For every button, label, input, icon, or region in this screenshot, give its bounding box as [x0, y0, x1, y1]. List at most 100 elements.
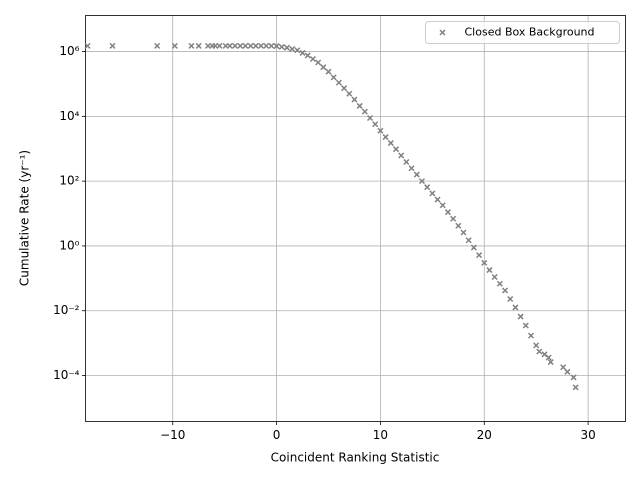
marker-stroke	[154, 42, 161, 49]
marker-stroke	[304, 52, 311, 59]
scatter-point	[470, 244, 477, 251]
y-tick-label: 10⁶	[59, 44, 79, 58]
marker-stroke	[188, 42, 195, 49]
scatter-point	[560, 364, 567, 371]
marker-stroke	[418, 178, 425, 185]
marker-stroke	[491, 273, 498, 281]
marker-stroke	[315, 59, 322, 66]
scatter-point	[536, 348, 543, 355]
marker-stroke	[570, 374, 577, 381]
scatter-point	[171, 42, 178, 49]
marker-stroke	[367, 114, 374, 122]
scatter-point	[299, 49, 306, 56]
marker-stroke	[346, 90, 353, 97]
marker-stroke	[335, 79, 342, 86]
marker-stroke	[299, 49, 306, 56]
scatter-point	[398, 152, 405, 159]
marker-stroke	[226, 42, 233, 49]
scatter-point	[109, 42, 116, 49]
scatter-point	[273, 43, 280, 50]
marker-stroke	[341, 85, 348, 92]
scatter-point	[237, 42, 244, 49]
scatter-point	[564, 368, 571, 375]
marker-stroke	[289, 45, 296, 53]
scatter-point	[154, 42, 161, 49]
scatter-point	[361, 108, 368, 115]
marker-stroke	[517, 313, 524, 320]
marker-stroke	[237, 42, 244, 49]
marker-stroke	[242, 42, 249, 49]
scatter-point	[315, 59, 322, 66]
scatter-point	[263, 42, 270, 49]
marker-stroke	[507, 295, 514, 303]
marker-stroke	[547, 359, 554, 366]
scatter-point	[434, 196, 441, 203]
scatter-point	[507, 295, 514, 303]
scatter-point	[408, 165, 415, 172]
scatter-point	[491, 273, 498, 281]
marker-stroke	[84, 42, 91, 49]
scatter-point	[309, 55, 316, 63]
marker-stroke	[424, 184, 431, 191]
marker-stroke	[109, 42, 116, 49]
marker-stroke	[398, 152, 405, 159]
scatter-point	[392, 146, 400, 153]
legend-box	[425, 21, 620, 44]
scatter-point	[216, 42, 223, 49]
marker-stroke	[465, 237, 472, 244]
marker-stroke	[429, 190, 436, 197]
scatter-point	[247, 42, 254, 49]
y-tick-label: 10²	[59, 174, 79, 188]
scatter-point	[465, 237, 472, 244]
marker-stroke	[283, 44, 290, 51]
x-axis-label: Coincident Ranking Statistic	[271, 451, 440, 465]
scatter-point	[476, 252, 483, 259]
marker-stroke	[470, 244, 477, 251]
scatter-point	[232, 42, 239, 49]
marker-stroke	[408, 165, 415, 172]
scatter-point	[188, 42, 195, 49]
scatter-point	[335, 79, 342, 86]
marker-stroke	[572, 384, 579, 391]
marker-stroke	[330, 74, 337, 81]
marker-stroke	[444, 209, 451, 216]
grid	[85, 15, 626, 422]
scatter-point	[325, 68, 332, 75]
marker-stroke	[232, 42, 239, 49]
marker-stroke	[533, 342, 540, 349]
scatter-point	[320, 64, 327, 71]
marker-stroke	[361, 108, 368, 115]
marker-stroke	[545, 354, 552, 361]
scatter-point	[84, 42, 91, 49]
scatter-point	[444, 209, 451, 216]
x-tick-label: 0	[273, 428, 281, 442]
marker-stroke	[263, 42, 270, 49]
scatter-point	[346, 90, 353, 97]
y-tick-label: 10⁴	[59, 109, 79, 123]
marker-stroke	[320, 64, 327, 71]
scatter-point	[268, 42, 275, 49]
marker-stroke	[536, 348, 543, 355]
marker-stroke	[247, 42, 254, 49]
legend-marker	[439, 29, 446, 36]
marker-stroke	[372, 121, 379, 128]
scatter-point	[356, 102, 363, 109]
marker-stroke	[351, 96, 358, 103]
marker-stroke	[392, 146, 400, 153]
scatter-point	[517, 313, 524, 320]
scatter-point	[341, 85, 348, 92]
scatter-point	[450, 215, 457, 222]
scatter-point	[252, 42, 259, 49]
marker-stroke	[560, 364, 567, 371]
scatter-point	[294, 47, 301, 54]
marker-stroke	[216, 42, 223, 49]
scatter-point	[429, 190, 436, 197]
marker-stroke	[257, 42, 265, 49]
scatter-point	[372, 121, 379, 128]
y-tick-label: 10⁻²	[53, 303, 80, 317]
marker-stroke	[564, 368, 571, 375]
marker-stroke	[413, 171, 420, 178]
marker-stroke	[171, 42, 178, 49]
scatter-point	[351, 96, 358, 103]
y-tick-label: 10⁻⁴	[53, 368, 80, 382]
